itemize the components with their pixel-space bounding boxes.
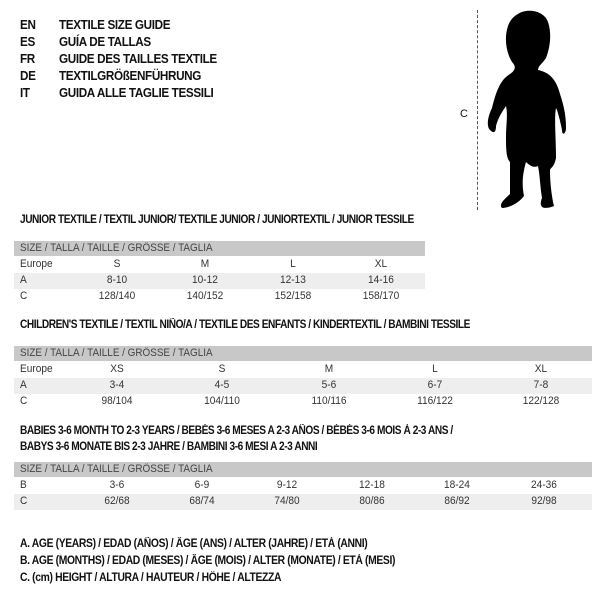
row-label: A: [20, 379, 27, 391]
table-cell: 68/74: [189, 495, 215, 507]
table-cell: M: [200, 258, 210, 270]
row-label: C: [20, 290, 28, 302]
table-row: A 3-4 4-5 5-6 6-7 7-8: [14, 378, 592, 394]
language-title: GUÍA DE TALLAS: [59, 34, 151, 49]
table-cell: 122/128: [522, 395, 560, 407]
table-cell: 116/122: [417, 395, 453, 407]
table-cell: 24-36: [531, 479, 557, 491]
table-cell: 14-16: [368, 274, 394, 286]
table-cell: 80/86: [359, 495, 385, 507]
table-cell: S: [113, 258, 121, 270]
table-title: CHILDREN'S TEXTILE / TEXTIL NIÑO/A / TEX…: [20, 319, 470, 331]
language-code: DE: [20, 68, 36, 83]
table-cell: S: [218, 363, 226, 375]
table-cell: L: [290, 258, 296, 270]
table-cell: 10-12: [192, 274, 218, 286]
table-cell: 4-5: [214, 379, 230, 391]
table-header-label: SIZE / TALLA / TAILLE / GRÖSSE / TAGLIA: [20, 463, 213, 475]
legend-item: C. (cm) HEIGHT / ALTURA / HAUTEUR / HÖHE…: [20, 572, 282, 584]
table-cell: XL: [374, 258, 388, 270]
table-cell: 7-8: [533, 379, 549, 391]
table-cell: 12-18: [359, 479, 385, 491]
table-cell: 3-4: [109, 379, 125, 391]
table-row: C 62/68 68/74 74/80 80/86 86/92 92/98: [14, 494, 592, 510]
table-cell: XL: [534, 363, 548, 375]
row-label: C: [20, 395, 28, 407]
table-cell: 98/104: [101, 395, 133, 407]
row-label: C: [20, 495, 28, 507]
table-header-row: SIZE / TALLA / TAILLE / GRÖSSE / TAGLIA: [14, 346, 592, 361]
table-row: C 128/140 140/152 152/158 158/170: [14, 289, 425, 305]
table-cell: 5-6: [321, 379, 337, 391]
table-header-label: SIZE / TALLA / TAILLE / GRÖSSE / TAGLIA: [20, 242, 213, 254]
table-title: BABIES 3-6 MONTH TO 2-3 YEARS / BEBÉS 3-…: [20, 425, 453, 437]
table-header-row: SIZE / TALLA / TAILLE / GRÖSSE / TAGLIA: [14, 241, 425, 256]
table-row: Europe S M L XL: [14, 257, 425, 273]
legend-item: A. AGE (YEARS) / EDAD (AÑOS) / ÂGE (ANS)…: [20, 538, 368, 550]
table-header-label: SIZE / TALLA / TAILLE / GRÖSSE / TAGLIA: [20, 347, 213, 359]
table-cell: 128/140: [98, 290, 136, 302]
table-row: A 8-10 10-12 12-13 14-16: [14, 273, 425, 289]
table-cell: 18-24: [444, 479, 470, 491]
table-row: Europe XS S M L XL: [14, 362, 592, 378]
table-cell: 104/110: [204, 395, 240, 407]
language-title: TEXTILGRÖßENFÜHRUNG: [59, 68, 202, 83]
table-cell: 62/68: [104, 495, 130, 507]
table-cell: XS: [110, 363, 124, 375]
language-code: FR: [20, 51, 35, 66]
child-silhouette-icon: [487, 10, 566, 209]
table-cell: 110/116: [311, 395, 347, 407]
table-cell: 158/170: [362, 290, 400, 302]
size-table: SIZE / TALLA / TAILLE / GRÖSSE / TAGLIA B…: [14, 462, 592, 510]
language-title: TEXTILE SIZE GUIDE: [59, 17, 171, 32]
size-table: SIZE / TALLA / TAILLE / GRÖSSE / TAGLIA E…: [14, 346, 592, 410]
language-title: GUIDA ALLE TAGLIE TESSILI: [59, 85, 214, 100]
table-cell: 8-10: [106, 274, 128, 286]
table-cell: 74/80: [274, 495, 300, 507]
size-table: SIZE / TALLA / TAILLE / GRÖSSE / TAGLIA E…: [14, 241, 425, 305]
row-label: A: [20, 274, 27, 286]
table-title: BABYS 3-6 MONATE BIS 2-3 JAHRE / BAMBINI…: [20, 441, 318, 453]
row-label: Europe: [20, 363, 53, 375]
table-cell: 6-7: [427, 379, 443, 391]
table-cell: 9-12: [276, 479, 298, 491]
row-label: B: [20, 479, 27, 491]
table-row: C 98/104 104/110 110/116 116/122 122/128: [14, 394, 592, 410]
table-cell: 3-6: [109, 479, 125, 491]
table-header-row: SIZE / TALLA / TAILLE / GRÖSSE / TAGLIA: [14, 462, 592, 477]
table-cell: 152/158: [274, 290, 312, 302]
table-cell: 6-9: [194, 479, 210, 491]
table-cell: 12-13: [280, 274, 306, 286]
height-measure-label: C: [460, 108, 468, 120]
row-label: Europe: [20, 258, 53, 270]
table-cell: M: [324, 363, 334, 375]
table-row: B 3-6 6-9 9-12 12-18 18-24 24-36: [14, 478, 592, 494]
table-cell: 140/152: [186, 290, 224, 302]
height-measure-line: [477, 10, 478, 210]
table-cell: L: [432, 363, 438, 375]
table-cell: 86/92: [444, 495, 470, 507]
legend-item: B. AGE (MONTHS) / EDAD (MESES) / ÂGE (MO…: [20, 555, 396, 567]
language-code: ES: [20, 34, 35, 49]
language-code: IT: [20, 85, 30, 100]
table-title: JUNIOR TEXTILE / TEXTIL JUNIOR/ TEXTILE …: [20, 214, 414, 226]
language-code: EN: [20, 17, 36, 32]
table-cell: 92/98: [531, 495, 557, 507]
language-title: GUIDE DES TAILLES TEXTILE: [59, 51, 217, 66]
